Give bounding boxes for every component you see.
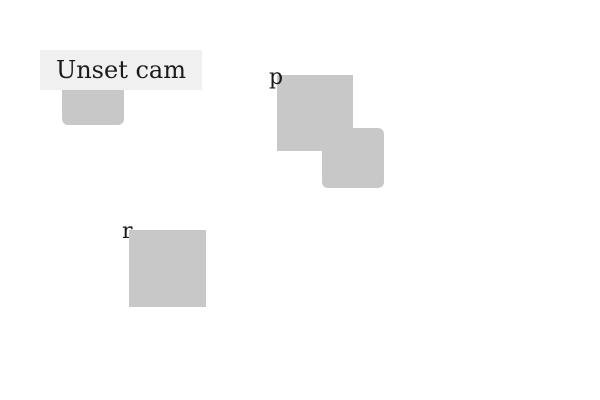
unset-cam-button[interactable]: Unset cam — [40, 50, 202, 90]
rounded-block-top-left — [62, 86, 124, 125]
rounded-block-right — [322, 128, 384, 188]
node-p-label: p — [269, 67, 283, 89]
node-r-label: r — [122, 221, 133, 243]
node-r-square[interactable] — [129, 230, 206, 307]
